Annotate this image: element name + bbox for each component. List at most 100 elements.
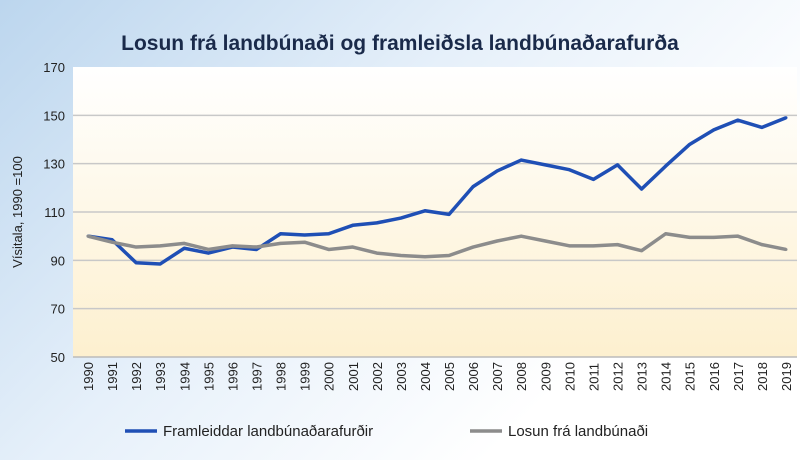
data-point bbox=[640, 249, 644, 253]
x-tick-label: 2017 bbox=[731, 362, 746, 391]
x-tick-label: 2002 bbox=[370, 362, 385, 391]
data-point bbox=[688, 142, 692, 146]
x-tick-label: 1998 bbox=[274, 362, 289, 391]
data-point bbox=[375, 221, 379, 225]
legend-label: Framleiddar landbúnaðarafurðir bbox=[163, 423, 373, 440]
x-tick-label: 2016 bbox=[707, 362, 722, 391]
x-tick-label: 2009 bbox=[538, 362, 553, 391]
x-tick-label: 2014 bbox=[659, 362, 674, 391]
data-point bbox=[519, 158, 523, 162]
y-tick-label: 90 bbox=[51, 253, 65, 268]
data-point bbox=[784, 116, 788, 120]
data-point bbox=[591, 244, 595, 248]
data-point bbox=[712, 235, 716, 239]
x-tick-label: 1993 bbox=[153, 362, 168, 391]
data-point bbox=[86, 234, 90, 238]
data-point bbox=[471, 245, 475, 249]
x-tick-label: 1992 bbox=[129, 362, 144, 391]
data-point bbox=[543, 239, 547, 243]
data-point bbox=[182, 246, 186, 250]
x-tick-label: 1997 bbox=[249, 362, 264, 391]
data-point bbox=[495, 169, 499, 173]
data-point bbox=[736, 234, 740, 238]
data-point bbox=[230, 244, 234, 248]
data-point bbox=[640, 187, 644, 191]
data-point bbox=[760, 125, 764, 129]
x-tick-label: 2003 bbox=[394, 362, 409, 391]
x-tick-label: 1996 bbox=[225, 362, 240, 391]
data-point bbox=[134, 245, 138, 249]
data-point bbox=[471, 185, 475, 189]
data-point bbox=[254, 245, 258, 249]
series-line-1 bbox=[87, 232, 787, 259]
x-tick-label: 1990 bbox=[81, 362, 96, 391]
data-point bbox=[784, 247, 788, 251]
chart-title: Losun frá landbúnaði og framleiðsla land… bbox=[121, 32, 679, 55]
y-tick-label: 130 bbox=[43, 157, 65, 172]
data-point bbox=[182, 241, 186, 245]
data-point bbox=[664, 164, 668, 168]
x-tick-label: 2010 bbox=[562, 362, 577, 391]
x-tick-label: 1994 bbox=[177, 362, 192, 391]
data-point bbox=[688, 235, 692, 239]
data-point bbox=[519, 234, 523, 238]
y-axis-label: Vísitala, 1990 =100 bbox=[10, 156, 25, 268]
x-tick-label: 2001 bbox=[346, 362, 361, 391]
data-point bbox=[591, 177, 595, 181]
x-tick-label: 2019 bbox=[779, 362, 794, 391]
x-tick-label: 2000 bbox=[322, 362, 337, 391]
x-tick-label: 1995 bbox=[201, 362, 216, 391]
data-point bbox=[134, 261, 138, 265]
data-point bbox=[327, 232, 331, 236]
x-tick-label: 2013 bbox=[635, 362, 650, 391]
data-point bbox=[760, 243, 764, 247]
data-point bbox=[616, 163, 620, 167]
data-point bbox=[327, 247, 331, 251]
y-tick-label: 150 bbox=[43, 108, 65, 123]
data-point bbox=[423, 209, 427, 213]
y-tick-label: 50 bbox=[51, 350, 65, 365]
data-point bbox=[664, 232, 668, 236]
data-point bbox=[158, 262, 162, 266]
data-point bbox=[423, 255, 427, 259]
data-point bbox=[543, 163, 547, 167]
data-point bbox=[447, 254, 451, 257]
data-point bbox=[447, 212, 451, 216]
x-tick-label: 2008 bbox=[514, 362, 529, 391]
x-tick-label: 2006 bbox=[466, 362, 481, 391]
data-point bbox=[399, 216, 403, 220]
data-point bbox=[351, 245, 355, 249]
x-tick-label: 1991 bbox=[105, 362, 120, 391]
data-point bbox=[279, 232, 283, 236]
y-tick-label: 110 bbox=[44, 205, 65, 220]
data-point bbox=[206, 251, 210, 255]
data-point bbox=[567, 244, 571, 248]
data-point bbox=[279, 241, 283, 245]
x-tick-label: 2004 bbox=[418, 362, 433, 391]
data-point bbox=[303, 233, 307, 237]
x-tick-label: 2012 bbox=[611, 362, 626, 391]
data-point bbox=[158, 244, 162, 248]
series-line-0 bbox=[87, 116, 787, 266]
y-tick-label: 70 bbox=[51, 302, 65, 317]
x-tick-label: 2005 bbox=[442, 362, 457, 391]
data-point bbox=[567, 168, 571, 172]
data-point bbox=[736, 118, 740, 122]
data-point bbox=[375, 251, 379, 255]
x-tick-label: 2007 bbox=[490, 362, 505, 391]
data-point bbox=[712, 128, 716, 132]
data-point bbox=[206, 247, 210, 251]
data-point bbox=[303, 240, 307, 244]
data-point bbox=[399, 254, 403, 257]
x-tick-label: 1999 bbox=[298, 362, 313, 391]
data-point bbox=[616, 243, 620, 247]
y-tick-label: 170 bbox=[43, 60, 65, 75]
x-tick-label: 2018 bbox=[755, 362, 770, 391]
x-tick-label: 2011 bbox=[586, 363, 601, 391]
legend-label: Losun frá landbúnaði bbox=[508, 423, 648, 440]
data-point bbox=[110, 240, 114, 244]
data-point bbox=[495, 239, 499, 243]
x-tick-label: 2015 bbox=[683, 362, 698, 391]
data-point bbox=[351, 223, 355, 227]
